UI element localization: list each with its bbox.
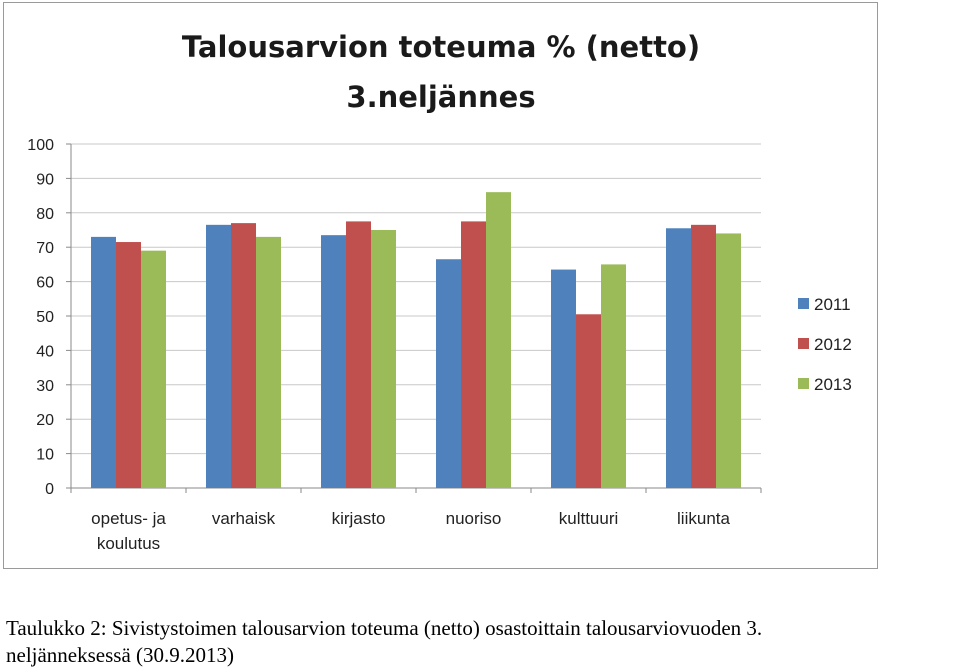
axes [66, 143, 762, 493]
y-tick-label: 100 [27, 137, 54, 154]
gridlines [71, 143, 761, 455]
x-category-label: opetus- ja [91, 509, 166, 528]
bar-2012 [461, 221, 486, 488]
bar-2013 [371, 230, 396, 488]
bar-2013 [716, 233, 741, 488]
legend-label: 2012 [814, 335, 852, 354]
bar-2013 [486, 192, 511, 488]
legend-label: 2013 [814, 375, 852, 394]
caption-line-1: Taulukko 2: Sivistystoimen talousarvion … [6, 616, 763, 640]
y-tick-label: 20 [36, 412, 54, 429]
bar-2012 [691, 224, 716, 488]
chart-title: Talousarvion toteuma % (netto) 3.neljänne… [182, 30, 700, 114]
chart-title-line: Talousarvion toteuma % (netto) [182, 30, 700, 64]
bar-2012 [116, 242, 141, 488]
y-tick-label: 10 [36, 447, 54, 464]
y-tick-label: 30 [36, 378, 54, 395]
bar-2011 [206, 224, 231, 488]
bar-2011 [436, 259, 461, 488]
legend-swatch-2011 [798, 298, 809, 309]
legend: 2011 2012 2013 [798, 295, 852, 394]
y-tick-label: 40 [36, 343, 54, 360]
bar-2011 [321, 235, 346, 488]
y-tick-label: 60 [36, 275, 54, 292]
bar-2011 [666, 228, 691, 488]
bars [91, 192, 741, 488]
y-tick-label: 80 [36, 206, 54, 223]
table-caption: Taulukko 2: Sivistystoimen talousarvion … [6, 615, 956, 669]
x-category-labels: opetus- ja koulutus varhaisk kirjasto nuoris… [91, 509, 730, 553]
x-category-label: kirjasto [332, 509, 386, 528]
legend-swatch-2012 [798, 338, 809, 349]
chart-frame: Talousarvion toteuma % (netto) 3.neljänne… [3, 2, 878, 569]
bar-2012 [576, 314, 601, 488]
bar-chart: Talousarvion toteuma % (netto) 3.neljänne… [27, 30, 852, 553]
caption-line-2: neljänneksessä (30.9.2013) [6, 643, 235, 667]
x-category-label: varhaisk [212, 509, 276, 528]
y-tick-label: 50 [36, 309, 54, 326]
y-tick-labels: 0 10 20 30 40 50 60 70 80 90 100 [27, 137, 54, 498]
x-category-label: nuoriso [446, 509, 502, 528]
bar-2012 [231, 223, 256, 488]
legend-label: 2011 [814, 295, 851, 314]
bar-2013 [141, 250, 166, 488]
legend-swatch-2013 [798, 378, 809, 389]
y-tick-label: 90 [36, 171, 54, 188]
bar-2011 [91, 236, 116, 488]
x-category-label: kulttuuri [559, 509, 619, 528]
x-category-label: liikunta [677, 509, 730, 528]
chart-title-line: 3.neljännes [346, 80, 535, 114]
y-tick-label: 0 [45, 481, 54, 498]
bar-2012 [346, 221, 371, 488]
bar-2013 [601, 264, 626, 488]
bar-2013 [256, 236, 281, 488]
y-tick-label: 70 [36, 240, 54, 257]
x-category-label: koulutus [97, 534, 160, 553]
bar-2011 [551, 269, 576, 488]
